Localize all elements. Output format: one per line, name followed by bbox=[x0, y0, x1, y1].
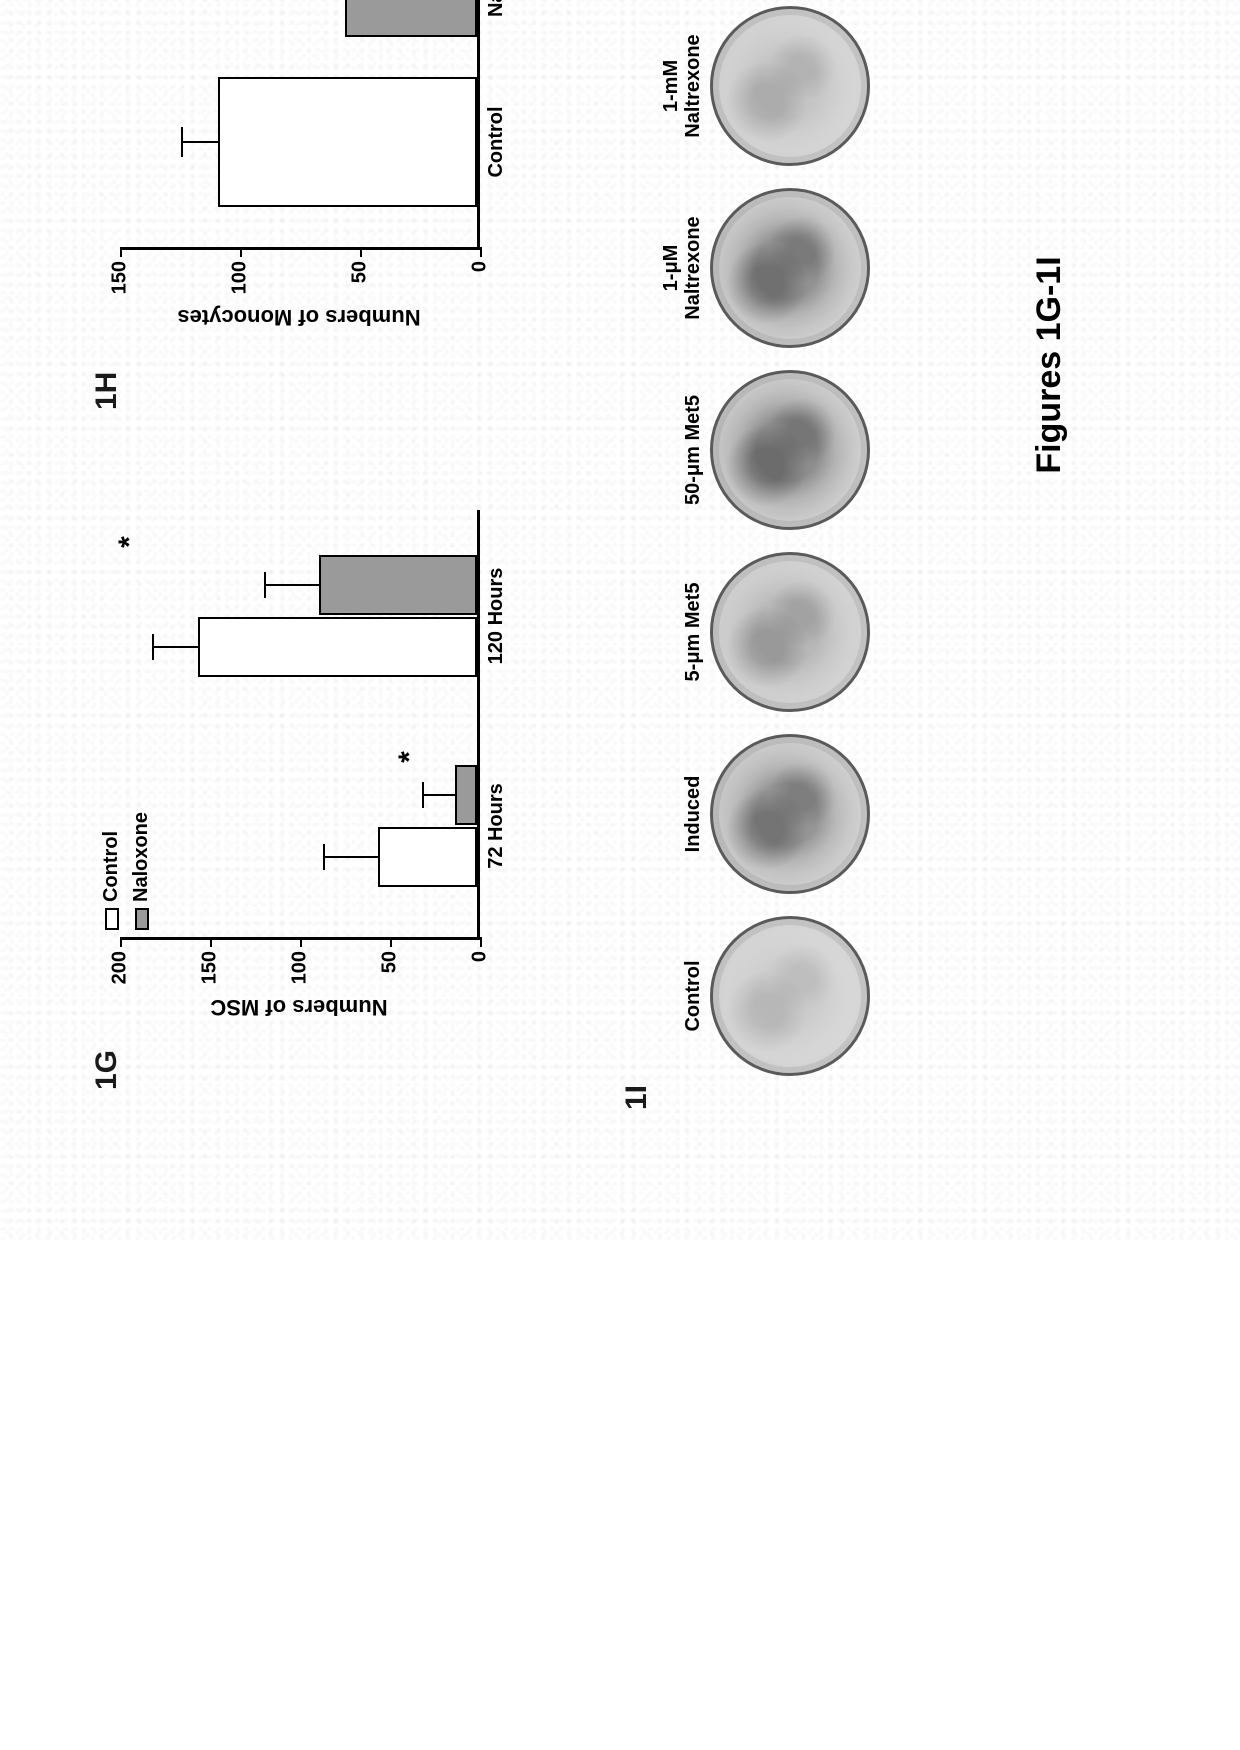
xlabel-h-naloxone: Naloxone bbox=[485, 0, 508, 17]
xlabel-h-control: Control bbox=[485, 106, 508, 177]
errcap-g1-control bbox=[323, 844, 325, 870]
well-dish-1 bbox=[710, 734, 870, 894]
legend-label-control: Control bbox=[100, 831, 122, 902]
err-h-control bbox=[182, 141, 218, 143]
err-g1-control bbox=[324, 856, 378, 858]
panel-label-1g: 1G bbox=[90, 1050, 124, 1090]
bar-h-naloxone bbox=[345, 0, 477, 37]
figure-caption: Figures 1G-1I bbox=[1030, 256, 1069, 473]
well-dish-3 bbox=[710, 370, 870, 530]
chart-1g: Control Naloxone Numbers of MSC 0 50 100… bbox=[100, 490, 500, 1010]
well-dish-0 bbox=[710, 916, 870, 1076]
xlabel-120h: 120 Hours bbox=[485, 568, 508, 665]
well-label-5: 1-mMNaltrexone bbox=[660, 34, 704, 137]
well-label-4: 1-μMNaltrexone bbox=[660, 216, 704, 319]
sig-star-g1: * bbox=[393, 751, 427, 763]
well-2: 5-μm Met5 bbox=[660, 548, 870, 716]
well-5: 1-mMNaltrexone bbox=[660, 2, 870, 170]
bar-g1-control bbox=[378, 827, 477, 887]
panel-label-1i: 1I bbox=[620, 1085, 654, 1110]
bar-g2-control bbox=[198, 617, 477, 677]
chart-1h: Numbers of Monocytes 0 50 100 150 Contro… bbox=[120, 0, 520, 320]
errcap-h-control bbox=[181, 127, 183, 157]
well-4: 1-μMNaltrexone bbox=[660, 184, 870, 352]
err-g2-control bbox=[153, 646, 198, 648]
bar-h-control bbox=[218, 77, 477, 207]
panel-label-1h: 1H bbox=[90, 372, 124, 410]
well-3: 50-μm Met5 bbox=[660, 366, 870, 534]
err-g1-naloxone bbox=[423, 794, 455, 796]
ylabel-1h: Numbers of Monocytes bbox=[177, 304, 420, 330]
figure-canvas: 1G Control Naloxone Numbers of MSC 0 50 … bbox=[0, 0, 1240, 1240]
well-1: Induced bbox=[660, 730, 870, 898]
err-g2-naloxone bbox=[265, 584, 319, 586]
well-0: Control bbox=[660, 912, 870, 1080]
plot-1g: Numbers of MSC 0 50 100 150 200 72 Hours bbox=[120, 510, 480, 940]
errcap-g1-naloxone bbox=[422, 782, 424, 808]
sig-star-g2: * bbox=[113, 536, 147, 548]
legend-swatch-control bbox=[105, 908, 119, 930]
well-array: Control Induced 5-μm Met5 50-μm Met5 1-μMNal… bbox=[660, 0, 870, 1080]
bar-g2-naloxone bbox=[319, 555, 477, 615]
well-label-2: 5-μm Met5 bbox=[660, 583, 704, 682]
well-dish-4 bbox=[710, 188, 870, 348]
well-label-1: Induced bbox=[660, 776, 704, 853]
xlabel-72h: 72 Hours bbox=[485, 783, 508, 869]
bar-g1-naloxone bbox=[455, 765, 477, 825]
well-label-0: Control bbox=[660, 960, 704, 1031]
errcap-g2-naloxone bbox=[264, 572, 266, 598]
plot-1h: Numbers of Monocytes 0 50 100 150 Contro… bbox=[120, 0, 480, 250]
well-dish-5 bbox=[710, 6, 870, 166]
well-label-3: 50-μm Met5 bbox=[660, 395, 704, 505]
well-dish-2 bbox=[710, 552, 870, 712]
errcap-g2-control bbox=[152, 634, 154, 660]
ylabel-1g: Numbers of MSC bbox=[210, 994, 387, 1020]
